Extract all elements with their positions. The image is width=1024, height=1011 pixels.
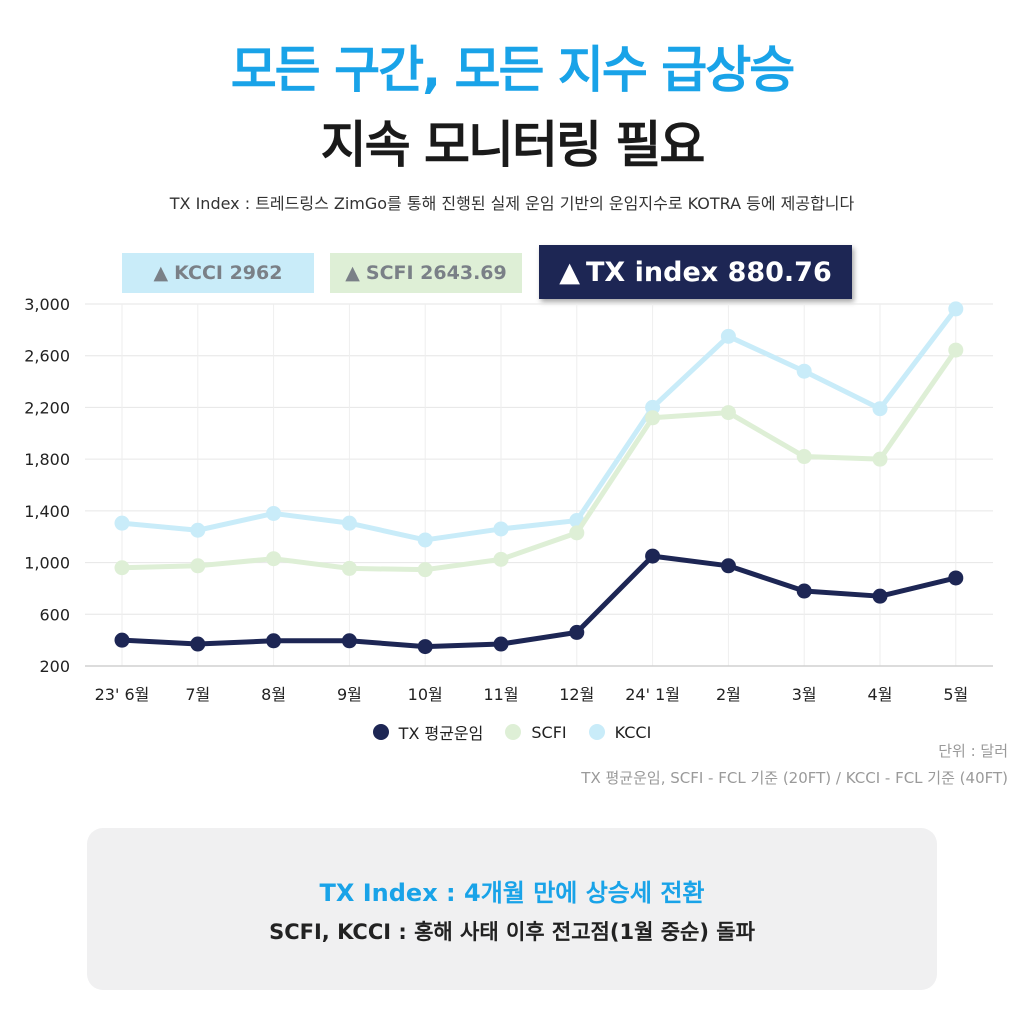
data-point-kcci bbox=[872, 401, 888, 417]
up-triangle-icon: ▲ bbox=[559, 256, 580, 288]
data-point-scfi bbox=[569, 525, 585, 541]
unit-note: 단위 : 달러 bbox=[938, 742, 1008, 760]
legend-item-kcci: KCCI bbox=[588, 720, 652, 744]
legend-item-tx: TX 평균운임 bbox=[372, 720, 484, 744]
data-point-kcci bbox=[796, 363, 812, 379]
data-point-scfi bbox=[720, 405, 736, 421]
data-point-scfi bbox=[872, 451, 888, 467]
data-point-tx bbox=[114, 632, 130, 648]
x-tick-label: 2월 bbox=[716, 685, 741, 704]
x-tick-label: 9월 bbox=[337, 685, 362, 704]
summary-scfi-kcci: SCFI, KCCI : 홍해 사태 이후 전고점(1월 중순) 돌파 bbox=[269, 920, 755, 944]
data-point-kcci bbox=[114, 515, 130, 531]
headline-sub: 지속 모니터링 필요 bbox=[320, 116, 706, 174]
series-line-scfi bbox=[119, 347, 959, 573]
x-tick-label: 23' 6월 bbox=[95, 685, 150, 704]
data-point-kcci bbox=[417, 532, 433, 548]
data-point-tx bbox=[190, 636, 206, 652]
up-triangle-icon: ▲ bbox=[153, 262, 169, 284]
data-point-scfi bbox=[266, 551, 282, 567]
summary-box: TX Index : 4개월 만에 상승세 전환 SCFI, KCCI : 홍해… bbox=[87, 828, 937, 990]
headline: 모든 구간, 모든 지수 급상승 bbox=[230, 41, 796, 99]
legend-label: SCFI bbox=[531, 722, 567, 742]
data-point-kcci bbox=[266, 505, 282, 521]
data-point-kcci bbox=[190, 522, 206, 538]
data-point-kcci bbox=[493, 521, 509, 537]
kcci-badge: ▲ KCCI 2962 bbox=[122, 253, 314, 293]
data-point-scfi bbox=[190, 558, 206, 574]
x-tick-label: 5월 bbox=[943, 685, 968, 704]
series-line-tx bbox=[119, 553, 959, 650]
y-tick-label: 1,800 bbox=[24, 450, 70, 469]
data-point-scfi bbox=[796, 449, 812, 465]
x-tick-label: 10월 bbox=[408, 685, 443, 704]
data-point-kcci bbox=[341, 515, 357, 531]
tx-index-badge-label: TX index 880.76 bbox=[586, 256, 832, 288]
data-point-tx bbox=[872, 588, 888, 604]
chart-legend: TX 평균운임 SCFI KCCI bbox=[0, 720, 1024, 744]
data-point-tx bbox=[341, 633, 357, 649]
x-tick-label: 12월 bbox=[559, 685, 594, 704]
x-tick-label: 8월 bbox=[261, 685, 286, 704]
data-point-tx bbox=[266, 633, 282, 649]
legend-item-scfi: SCFI bbox=[505, 720, 567, 744]
legend-marker bbox=[588, 724, 605, 740]
legend-marker bbox=[372, 724, 389, 740]
tx-index-badge: ▲ TX index 880.76 bbox=[539, 245, 852, 299]
data-point-tx bbox=[493, 636, 509, 652]
data-point-tx bbox=[645, 548, 661, 564]
y-tick-label: 1,000 bbox=[24, 554, 70, 573]
x-tick-label: 24' 1월 bbox=[625, 685, 680, 704]
legend-label: KCCI bbox=[614, 722, 652, 742]
y-tick-label: 3,000 bbox=[24, 295, 70, 314]
legend-label: TX 평균운임 bbox=[398, 724, 484, 743]
summary-tx: TX Index : 4개월 만에 상승세 전환 bbox=[319, 879, 705, 907]
y-tick-label: 600 bbox=[39, 605, 70, 624]
basis-note: TX 평균운임, SCFI - FCL 기준 (20FT) / KCCI - F… bbox=[581, 769, 1008, 787]
legend-marker bbox=[505, 724, 522, 740]
data-point-scfi bbox=[493, 551, 509, 567]
data-point-scfi bbox=[114, 560, 130, 576]
x-tick-label: 7월 bbox=[185, 685, 210, 704]
data-point-scfi bbox=[645, 410, 661, 426]
data-point-kcci bbox=[720, 328, 736, 344]
scfi-badge: ▲ SCFI 2643.69 bbox=[330, 253, 522, 293]
data-point-tx bbox=[417, 639, 433, 655]
data-point-tx bbox=[569, 624, 585, 640]
data-point-tx bbox=[948, 570, 964, 586]
y-tick-label: 2,200 bbox=[24, 398, 70, 417]
data-point-scfi bbox=[948, 342, 964, 358]
data-point-scfi bbox=[417, 562, 433, 578]
index-description: TX Index : 트레드링스 ZimGo를 통해 진행된 실제 운임 기반의… bbox=[169, 194, 855, 213]
scfi-badge-label: SCFI 2643.69 bbox=[365, 262, 507, 284]
x-tick-label: 11월 bbox=[483, 685, 518, 704]
x-tick-label: 4월 bbox=[868, 685, 893, 704]
up-triangle-icon: ▲ bbox=[345, 262, 360, 284]
y-tick-label: 2,600 bbox=[24, 347, 70, 366]
kcci-badge-label: KCCI 2962 bbox=[174, 262, 283, 284]
data-point-tx bbox=[720, 558, 736, 574]
y-tick-label: 1,400 bbox=[24, 502, 70, 521]
data-point-kcci bbox=[948, 301, 964, 317]
data-point-tx bbox=[796, 583, 812, 599]
data-point-scfi bbox=[341, 560, 357, 576]
line-chart: 3,000 2,600 2,200 1,800 1,400 1,000 600 200 23' … bbox=[24, 295, 993, 704]
x-tick-label: 3월 bbox=[792, 685, 817, 704]
series-line-kcci bbox=[119, 306, 959, 543]
data-point-kcci bbox=[645, 399, 661, 415]
y-tick-label: 200 bbox=[39, 657, 70, 676]
